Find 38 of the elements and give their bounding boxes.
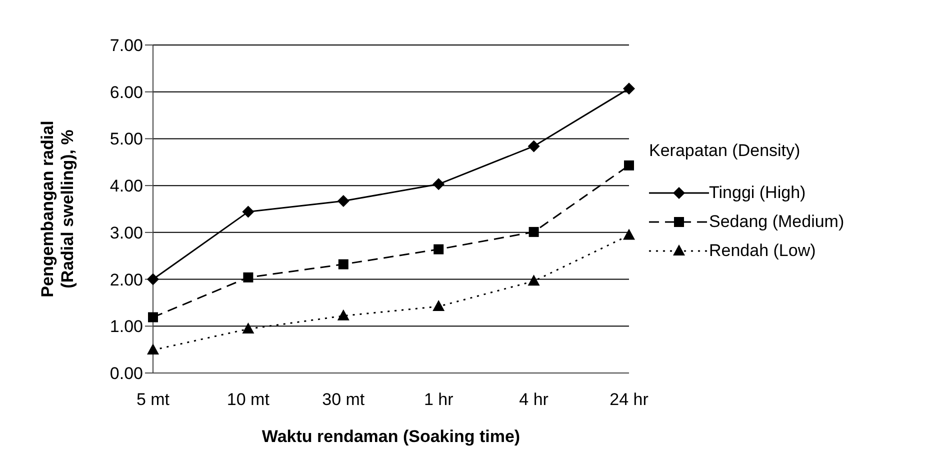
y-tick-label: 1.00 <box>110 317 143 336</box>
legend-label: Tinggi (High) <box>709 183 806 203</box>
x-tick-label: 30 mt <box>322 390 365 410</box>
y-tick-label: 3.00 <box>110 223 143 242</box>
point <box>528 140 540 152</box>
point <box>623 82 635 95</box>
legend-label: Rendah (Low) <box>709 241 816 261</box>
legend-label: Sedang (Medium) <box>709 212 844 232</box>
point <box>528 226 539 237</box>
x-tick-label: 1 hr <box>424 390 454 410</box>
point <box>147 344 159 355</box>
x-tick-label: 24 hr <box>610 390 649 410</box>
y-tick-label: 5.00 <box>110 130 143 149</box>
y-tick-label: 0.00 <box>110 364 143 384</box>
y-tick-label: 2.00 <box>110 270 143 290</box>
y-tick-label: 7.00 <box>110 36 143 56</box>
y-tick-label: 4.00 <box>110 176 143 196</box>
y-tick-label: 6.00 <box>110 82 143 102</box>
point <box>434 244 444 254</box>
point <box>528 274 540 286</box>
point <box>432 178 445 190</box>
y-axis-title: Pengembangan radial (Radial swelling), % <box>38 120 77 298</box>
point <box>148 312 158 322</box>
point <box>623 228 635 240</box>
point <box>432 300 445 311</box>
x-tick-label: 5 mt <box>136 390 170 410</box>
x-axis-title: Waktu rendaman (Soaking time) <box>262 427 520 446</box>
x-tick-label: 4 hr <box>519 390 549 410</box>
point <box>338 259 348 270</box>
x-tick-label: 10 mt <box>226 390 270 410</box>
point <box>337 195 350 208</box>
point <box>624 160 634 170</box>
point <box>147 273 159 286</box>
point <box>242 206 254 218</box>
legend-title: Kerapatan (Density) <box>649 140 802 160</box>
point <box>242 322 254 334</box>
point <box>243 272 254 282</box>
point <box>337 309 350 320</box>
